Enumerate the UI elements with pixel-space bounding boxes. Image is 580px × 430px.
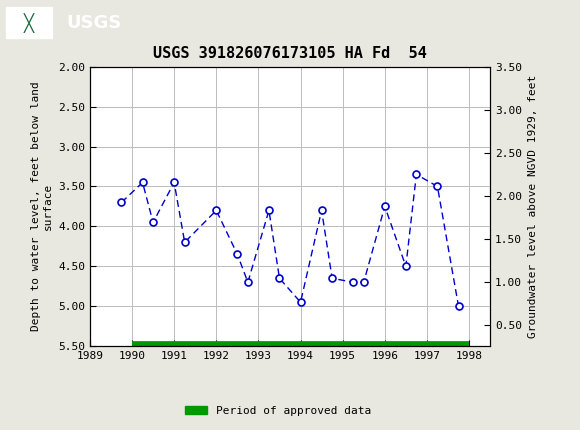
Text: ╳: ╳	[24, 12, 34, 33]
Bar	[6, 7, 52, 38]
Text: USGS: USGS	[67, 14, 122, 31]
Y-axis label: Groundwater level above NGVD 1929, feet: Groundwater level above NGVD 1929, feet	[528, 75, 538, 338]
Legend: Period of approved data: Period of approved data	[181, 401, 376, 420]
Y-axis label: Depth to water level, feet below land
surface: Depth to water level, feet below land su…	[31, 82, 52, 331]
Title: USGS 391826076173105 HA Fd  54: USGS 391826076173105 HA Fd 54	[153, 46, 427, 61]
